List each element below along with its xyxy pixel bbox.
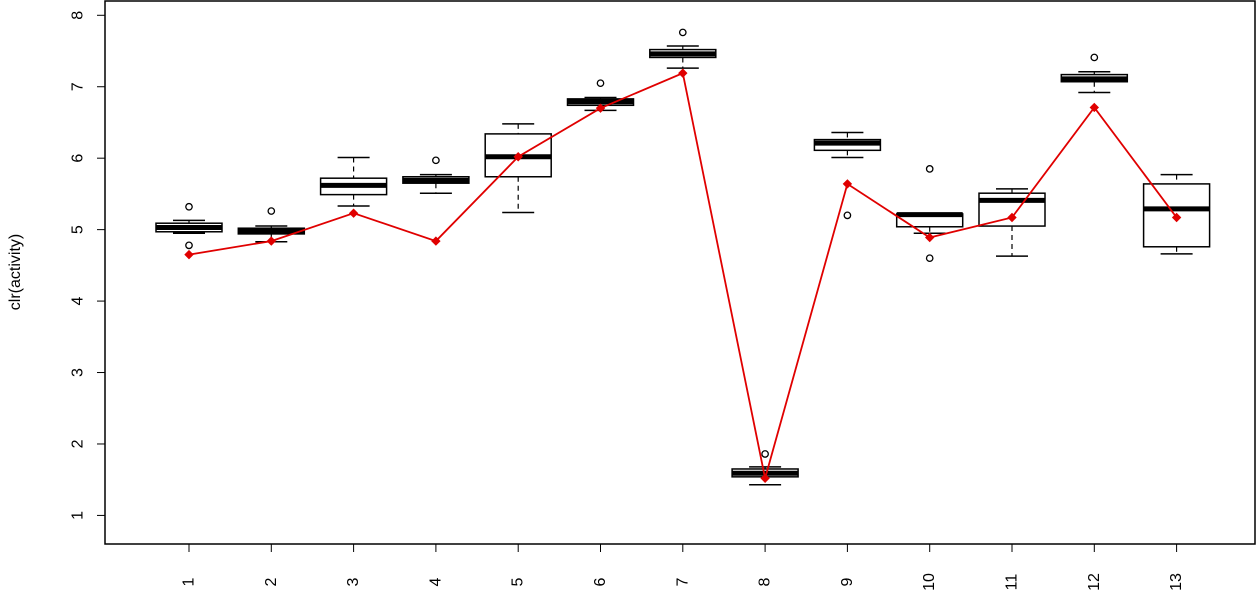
box-6 (566, 79, 635, 112)
y-tick-label: 5 (70, 225, 87, 234)
box-7 (649, 28, 717, 69)
plot-border (104, 0, 1256, 545)
x-tick-label: 4 (427, 577, 444, 586)
outlier-point (925, 254, 934, 263)
y-tick-label: 6 (70, 154, 87, 163)
x-tick-label: 1 (181, 577, 198, 586)
overlay-point (678, 68, 688, 78)
x-tick-label: 8 (757, 577, 774, 586)
x-tick-label: 13 (1168, 573, 1185, 591)
x-tick-label: 3 (345, 577, 362, 586)
overlay-point (1171, 212, 1182, 223)
y-tick-label: 1 (70, 511, 87, 520)
overlay-point (760, 473, 770, 483)
y-tick-label: 8 (70, 11, 87, 20)
overlay-point (842, 179, 853, 189)
box-5 (484, 123, 552, 214)
x-tick-label: 11 (1004, 574, 1021, 591)
overlay-point (348, 208, 359, 218)
overlay-line-group (184, 68, 1182, 483)
box-9 (813, 131, 882, 220)
box-4 (402, 156, 470, 194)
x-tick-label: 12 (1086, 573, 1103, 591)
y-tick-label: 4 (70, 297, 87, 306)
outlier-point (267, 207, 276, 215)
x-tick-label: 7 (674, 577, 691, 586)
overlay-point (266, 236, 277, 246)
x-tick-label: 5 (510, 577, 527, 586)
overlay-point (431, 236, 441, 246)
overlay-point (595, 103, 606, 113)
box-1 (155, 202, 223, 250)
y-axis-title: clr(activity) (7, 234, 24, 310)
overlay-point (1007, 212, 1017, 223)
y-tick-label: 7 (70, 82, 87, 91)
x-tick-label: 9 (839, 577, 856, 586)
outlier-point (185, 202, 193, 211)
outlier-point (925, 165, 934, 173)
y-axis: 1 2 3 4 5 6 7 8 (70, 11, 105, 520)
outlier-point (843, 211, 852, 220)
box-3 (319, 156, 388, 207)
x-tick-label: 2 (263, 577, 280, 586)
overlay-point (184, 249, 194, 260)
boxes-group (155, 28, 1211, 486)
overlay-point (1089, 102, 1100, 113)
x-axis: 1 2 3 4 5 6 7 8 9 10 11 12 13 (181, 544, 1185, 591)
y-tick-label: 3 (70, 368, 87, 377)
outlier-point (678, 28, 687, 37)
y-tick-label: 2 (70, 439, 87, 448)
box-11 (978, 188, 1046, 257)
outlier-point (596, 79, 605, 88)
x-tick-label: 10 (921, 573, 938, 591)
outlier-point (761, 450, 769, 458)
overlay-line (188, 71, 1178, 479)
overlay-point (924, 232, 935, 243)
outlier-point (432, 156, 440, 165)
overlay-point (513, 152, 523, 162)
x-tick-label: 6 (592, 577, 609, 586)
outlier-point (185, 241, 193, 250)
box-10 (895, 165, 964, 263)
outlier-point (1090, 53, 1099, 62)
box-12 (1060, 53, 1129, 94)
